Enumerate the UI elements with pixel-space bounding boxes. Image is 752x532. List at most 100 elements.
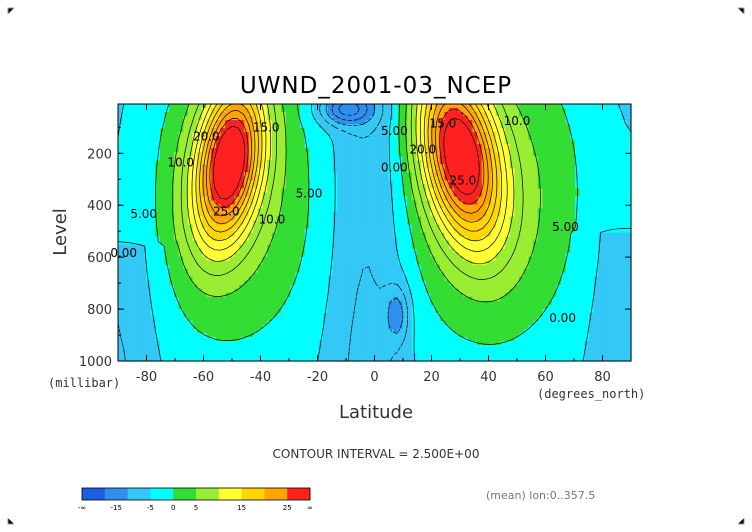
- contour-cell: [421, 160, 427, 165]
- contour-cell: [150, 300, 156, 306]
- contour-cell: [435, 356, 441, 362]
- contour-cell: [425, 156, 432, 161]
- contour-cell: [458, 184, 464, 189]
- contour-cell: [145, 188, 152, 193]
- contour-cell: [355, 176, 362, 181]
- contour-cell: [215, 184, 222, 189]
- contour-cell: [276, 228, 282, 234]
- contour-cell: [365, 260, 371, 266]
- contour-cell: [383, 272, 390, 278]
- contour-cell: [145, 324, 152, 330]
- contour-cell: [299, 336, 306, 342]
- contour-cell: [472, 340, 478, 346]
- contour-cell: [444, 292, 450, 298]
- contour-cell: [183, 176, 189, 181]
- contour-cell: [173, 300, 180, 306]
- contour-cell: [253, 144, 259, 149]
- contour-cell: [318, 312, 324, 318]
- contour-cell: [463, 228, 469, 234]
- contour-cell: [332, 268, 338, 274]
- contour-cell: [178, 148, 184, 153]
- contour-cell: [234, 136, 240, 141]
- contour-cell: [323, 344, 329, 350]
- contour-cell: [281, 164, 287, 169]
- contour-cell: [253, 240, 259, 246]
- contour-cell: [472, 272, 478, 278]
- contour-cell: [118, 124, 124, 129]
- contour-cell: [388, 248, 394, 254]
- contour-cell: [229, 252, 236, 258]
- contour-cell: [365, 212, 371, 218]
- contour-cell: [276, 112, 282, 117]
- contour-cell: [435, 184, 441, 189]
- contour-cell: [402, 344, 408, 350]
- contour-cell: [397, 224, 404, 230]
- contour-cell: [365, 156, 371, 161]
- contour-cell: [444, 156, 450, 161]
- contour-cell: [295, 324, 301, 330]
- contour-cell: [365, 168, 371, 173]
- contour-cell: [365, 228, 371, 234]
- contour-cell: [449, 332, 455, 338]
- contour-cell: [379, 320, 385, 326]
- contour-cell: [267, 184, 273, 189]
- contour-cell: [430, 224, 436, 230]
- contour-cell: [411, 124, 418, 129]
- contour-cell: [136, 304, 142, 310]
- contour-cell: [118, 256, 124, 262]
- contour-cell: [173, 304, 180, 310]
- contour-cell: [430, 320, 436, 326]
- contour-cell: [253, 156, 259, 161]
- contour-cell: [285, 200, 292, 205]
- contour-cell: [159, 212, 166, 218]
- contour-cell: [164, 112, 170, 117]
- contour-cell: [234, 124, 240, 129]
- contour-cell: [355, 180, 362, 185]
- contour-cell: [318, 304, 324, 310]
- contour-cell: [346, 276, 352, 282]
- contour-cell: [318, 196, 324, 201]
- contour-cell: [262, 112, 268, 117]
- contour-cell: [178, 268, 184, 274]
- contour-cell: [257, 108, 264, 113]
- contour-cell: [337, 232, 343, 238]
- contour-cell: [449, 212, 455, 218]
- contour-cell: [463, 312, 469, 318]
- contour-cell: [416, 300, 422, 306]
- contour-cell: [225, 352, 231, 358]
- contour-cell: [295, 348, 301, 354]
- contour-cell: [248, 256, 254, 262]
- contour-cell: [383, 344, 390, 350]
- contour-cell: [229, 188, 236, 193]
- contour-cell: [243, 252, 250, 258]
- contour-cell: [463, 132, 469, 137]
- contour-cell: [201, 204, 208, 210]
- contour-cell: [164, 352, 170, 358]
- contour-cell: [332, 256, 338, 262]
- contour-cell: [402, 180, 408, 185]
- contour-cell: [463, 240, 469, 246]
- contour-cell: [463, 172, 469, 177]
- contour-cell: [192, 304, 198, 310]
- contour-cell: [192, 232, 198, 238]
- contour-cell: [467, 264, 474, 270]
- contour-cell: [425, 264, 432, 270]
- contour-cell: [425, 312, 432, 318]
- contour-cell: [463, 208, 469, 214]
- contour-cell: [118, 144, 124, 149]
- contour-cell: [379, 180, 385, 185]
- contour-cell: [421, 260, 427, 266]
- contour-cell: [159, 144, 166, 149]
- contour-cell: [416, 124, 422, 129]
- contour-cell: [206, 228, 212, 234]
- contour-cell: [281, 232, 287, 238]
- contour-cell: [318, 260, 324, 266]
- contour-cell: [379, 148, 385, 153]
- contour-cell: [173, 276, 180, 282]
- contour-cell: [327, 352, 334, 358]
- contour-cell: [145, 272, 152, 278]
- contour-cell: [439, 336, 446, 342]
- contour-cell: [136, 232, 142, 238]
- contour-cell: [393, 260, 399, 266]
- contour-cell: [435, 208, 441, 214]
